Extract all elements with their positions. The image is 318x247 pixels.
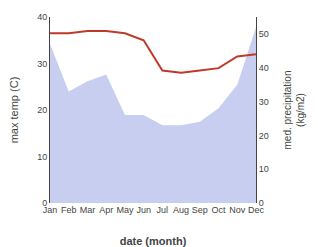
svg-text:May: May <box>116 205 134 215</box>
svg-text:Nov: Nov <box>229 205 246 215</box>
svg-text:20: 20 <box>259 131 269 141</box>
svg-text:max temp (C): max temp (C) <box>8 77 20 144</box>
svg-text:med. precipitation(kg/m2): med. precipitation(kg/m2) <box>282 71 306 150</box>
svg-text:30: 30 <box>37 59 47 69</box>
svg-text:Jun: Jun <box>136 205 151 215</box>
svg-text:0: 0 <box>259 198 264 208</box>
svg-text:Mar: Mar <box>80 205 96 215</box>
svg-text:30: 30 <box>259 97 269 107</box>
svg-text:Sep: Sep <box>192 205 208 215</box>
svg-text:20: 20 <box>37 105 47 115</box>
svg-text:40: 40 <box>37 12 47 22</box>
svg-text:Feb: Feb <box>61 205 77 215</box>
svg-text:Aug: Aug <box>173 205 189 215</box>
svg-text:10: 10 <box>37 152 47 162</box>
svg-text:10: 10 <box>259 164 269 174</box>
svg-text:Apr: Apr <box>99 205 113 215</box>
svg-text:Jul: Jul <box>157 205 169 215</box>
svg-text:Jan: Jan <box>43 205 58 215</box>
svg-text:Oct: Oct <box>212 205 227 215</box>
svg-text:50: 50 <box>259 29 269 39</box>
svg-text:0: 0 <box>42 198 47 208</box>
svg-text:date (month): date (month) <box>120 235 187 247</box>
svg-text:40: 40 <box>259 63 269 73</box>
svg-text:Dec: Dec <box>248 205 265 215</box>
